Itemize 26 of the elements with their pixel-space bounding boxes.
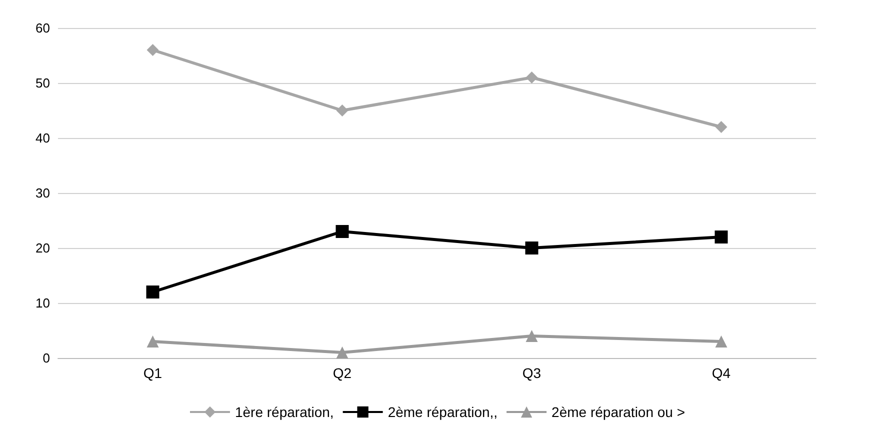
point bbox=[526, 330, 538, 342]
point bbox=[525, 242, 538, 254]
legend-label: 2ème réparation ou > bbox=[552, 404, 686, 420]
x-tick-label: Q2 bbox=[332, 365, 352, 381]
x-tick-label: Q3 bbox=[522, 365, 542, 381]
y-tick-label: 60 bbox=[36, 20, 50, 36]
legend-label: 2ème réparation,, bbox=[388, 404, 498, 420]
y-tick-label: 30 bbox=[36, 186, 50, 200]
y-tick-label: 40 bbox=[36, 130, 50, 146]
point bbox=[146, 336, 159, 348]
legend-label: 1ère réparation, bbox=[234, 404, 334, 420]
point bbox=[146, 286, 160, 298]
point bbox=[336, 225, 349, 238]
y-tick-label: 20 bbox=[36, 240, 50, 256]
y-tick-label: 0 bbox=[42, 350, 50, 366]
point bbox=[715, 336, 728, 348]
point bbox=[336, 346, 348, 358]
point bbox=[526, 72, 538, 84]
point bbox=[336, 104, 348, 116]
point bbox=[715, 121, 728, 133]
x-tick-label: Q1 bbox=[143, 365, 162, 381]
y-tick-label: 10 bbox=[36, 296, 50, 310]
x-tick-label: Q4 bbox=[712, 365, 731, 381]
point bbox=[714, 230, 728, 244]
y-tick-label: 50 bbox=[36, 76, 50, 90]
point bbox=[146, 44, 159, 56]
